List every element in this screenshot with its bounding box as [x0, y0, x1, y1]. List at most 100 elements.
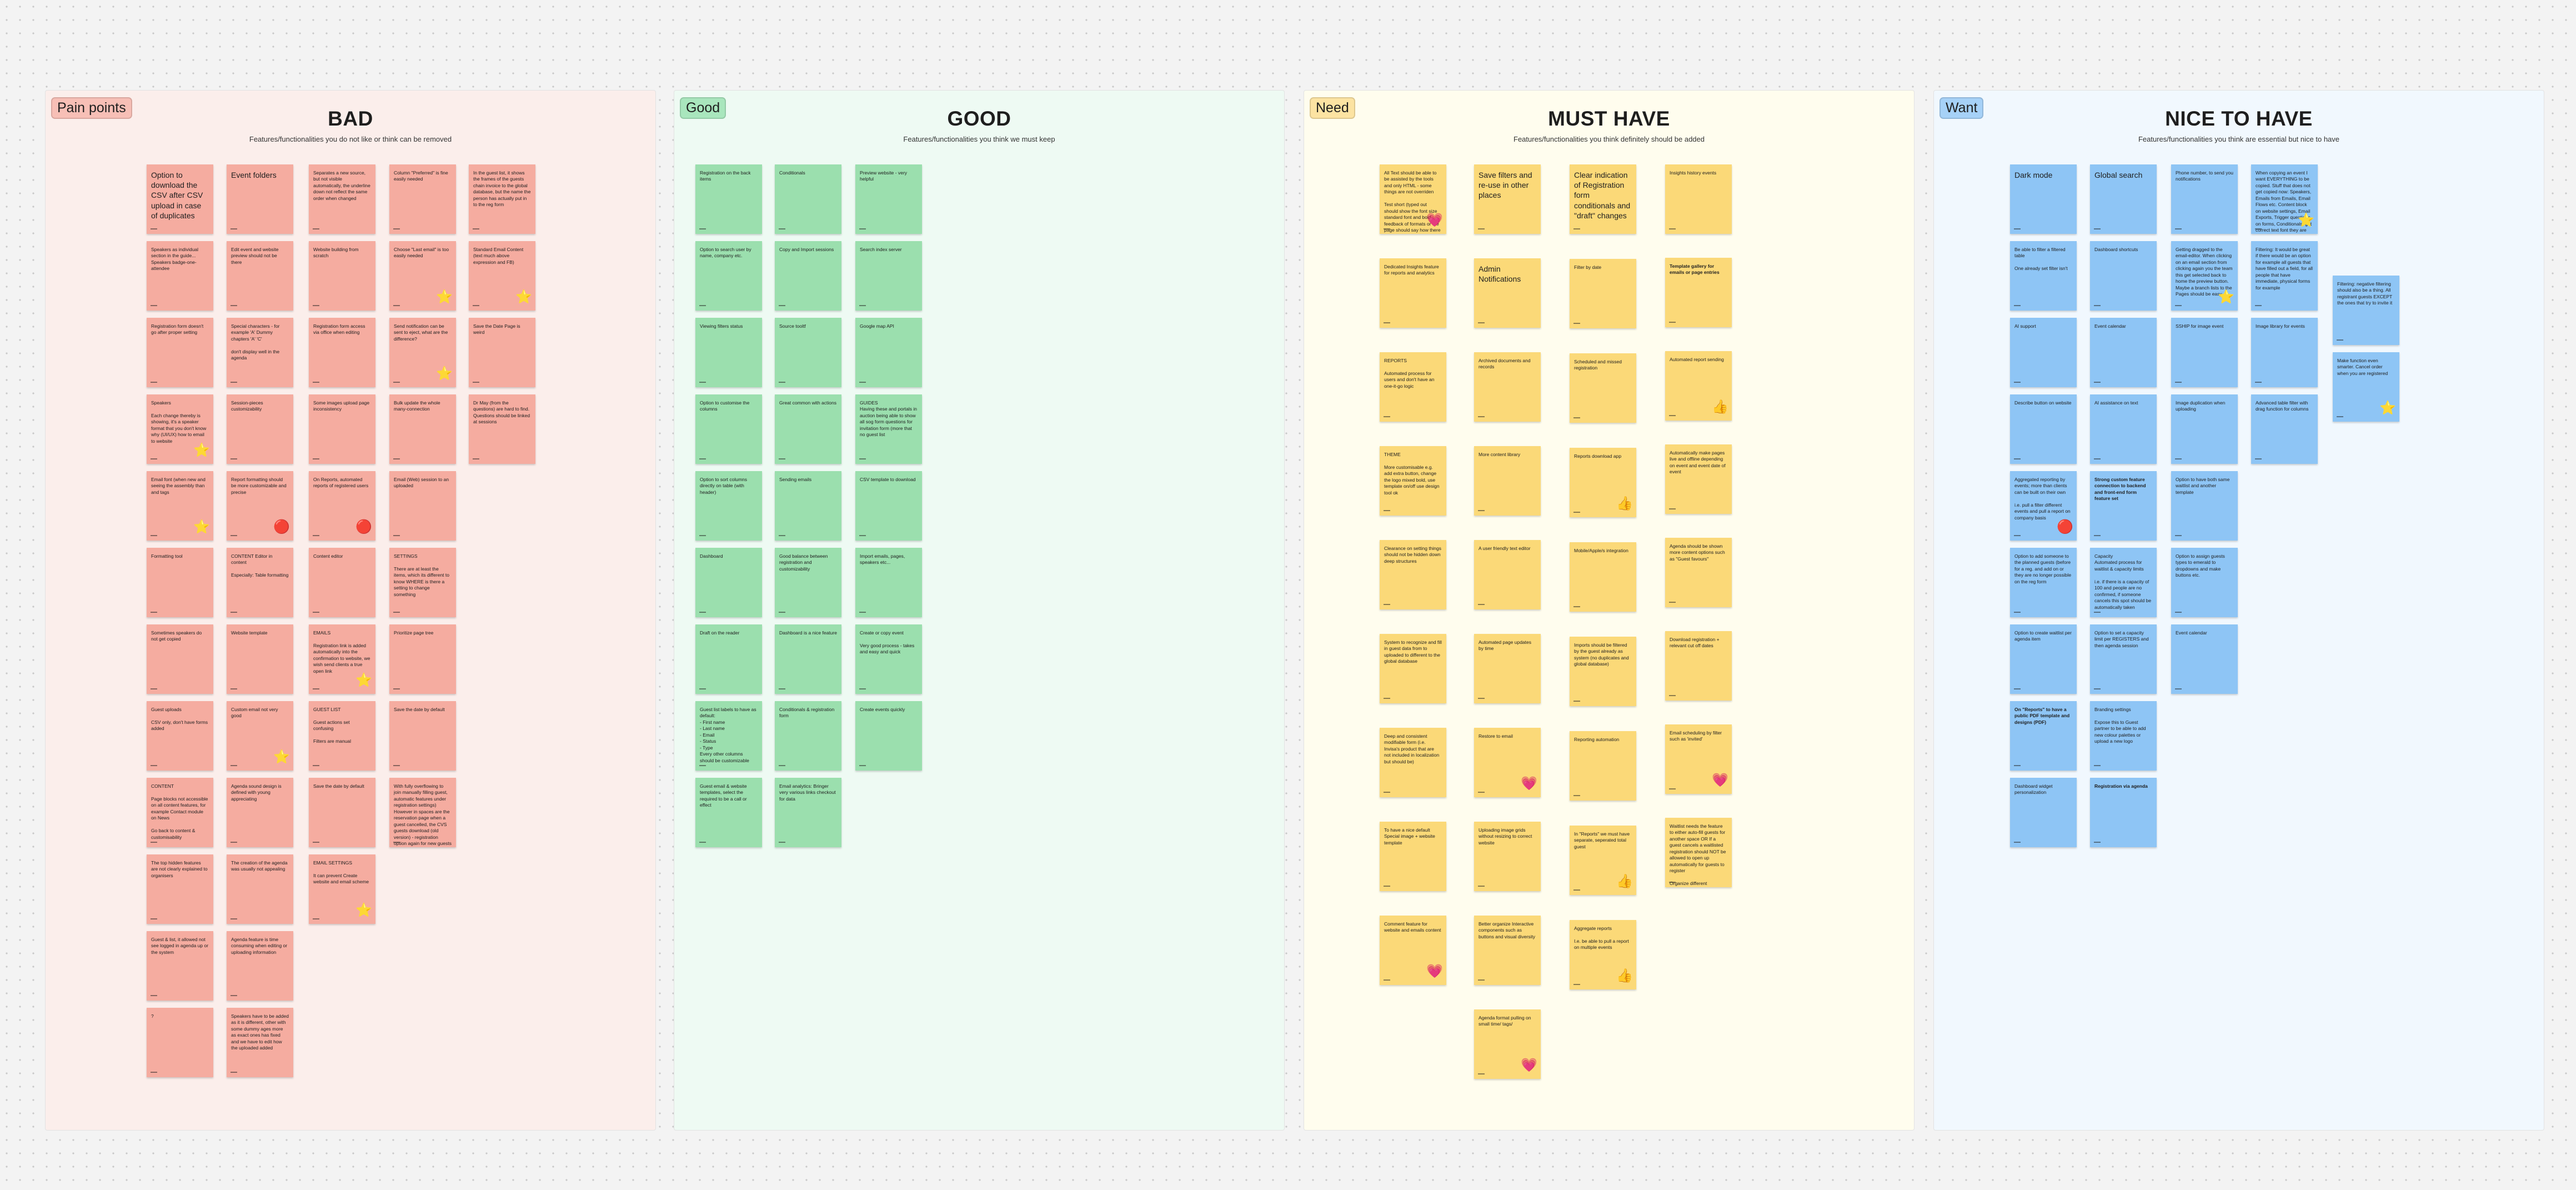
sticky-note[interactable]: REPORTS Automated process for users and …	[1380, 352, 1446, 422]
sticky-note[interactable]: Registration on the back items ▬▬	[695, 164, 762, 234]
sticky-note[interactable]: Phone number, to send you notifications ▬…	[2171, 164, 2238, 234]
sticky-note[interactable]: Separates a new source, but not visible …	[309, 164, 375, 234]
section-good[interactable]: Good GOOD Features/functionalities you thi…	[674, 90, 1285, 1131]
sticky-note[interactable]: Content editor ▬▬	[309, 548, 375, 617]
sticky-note[interactable]: Speakers Each change thereby is showing,…	[147, 394, 213, 464]
sticky-note[interactable]: Dr May (from the questions) are hard to …	[469, 394, 535, 464]
sticky-note[interactable]: Import emails, pages, speakers etc... ▬▬	[855, 548, 922, 617]
sticky-note[interactable]: Formatting tool ▬▬	[147, 548, 213, 617]
sticky-note[interactable]: Sending emails ▬▬	[775, 471, 841, 541]
sticky-note[interactable]: Option to sort columns directly on table…	[695, 471, 762, 541]
sticky-note[interactable]: GUIDES Having these and portals in aucti…	[855, 394, 922, 464]
sticky-note[interactable]: Standard Email Content (text much above …	[469, 241, 535, 311]
sticky-note[interactable]: Admin Notifications ▬▬	[1474, 258, 1541, 328]
sticky-note[interactable]: Email (Web) session to an uploaded ▬▬	[389, 471, 456, 541]
sticky-note[interactable]: ? ▬▬	[147, 1008, 213, 1077]
sticky-note[interactable]: Option to download the CSV after CSV upl…	[147, 164, 213, 234]
sticky-note[interactable]: Report formatting should be more customi…	[227, 471, 293, 541]
sticky-note[interactable]: Option to add someone to the planned gue…	[2010, 548, 2077, 617]
sticky-note[interactable]: Agenda feature is time consuming when ed…	[227, 931, 293, 1001]
sticky-note[interactable]: Copy and Import sessions ▬▬	[775, 241, 841, 311]
sticky-note[interactable]: Event calendar ▬▬	[2171, 624, 2238, 694]
sticky-note[interactable]: Search index server ▬▬	[855, 241, 922, 311]
sticky-note[interactable]: Reports download app ▬▬ 👍	[1570, 448, 1636, 517]
sticky-note[interactable]: Mobile/Apple/s integration ▬▬	[1570, 542, 1636, 612]
sticky-note[interactable]: Guest list labels to have as default: - …	[695, 701, 762, 771]
sticky-note[interactable]: THEME More customisable e.g. add extra b…	[1380, 446, 1446, 516]
sticky-note[interactable]: Email scheduling by filter such as 'invi…	[1665, 724, 1732, 794]
sticky-note[interactable]: Save the Date Page is weird ▬▬	[469, 318, 535, 387]
sticky-note[interactable]: In "Reports" we must have separate, sepe…	[1570, 826, 1636, 895]
sticky-note[interactable]: Download registration + relevant cut off…	[1665, 631, 1732, 701]
sticky-note[interactable]: Conditionals & registration form ▬▬	[775, 701, 841, 771]
sticky-note[interactable]: Aggregated reporting by events; more tha…	[2010, 471, 2077, 541]
sticky-note[interactable]: CONTENT Page blocks not accessible on al…	[147, 778, 213, 847]
sticky-note[interactable]: When copying an event I want EVERYTHING …	[2251, 164, 2318, 234]
sticky-note[interactable]: To have a nice default Special image + w…	[1380, 822, 1446, 891]
sticky-note[interactable]: Event folders ▬▬	[227, 164, 293, 234]
sticky-note[interactable]: Restore to email ▬▬ 💗	[1474, 728, 1541, 797]
sticky-note[interactable]: Prioritize page tree ▬▬	[389, 624, 456, 694]
sticky-note[interactable]: Dashboard ▬▬	[695, 548, 762, 617]
sticky-note[interactable]: More content library ▬▬	[1474, 446, 1541, 516]
sticky-note[interactable]: AI support ▬▬	[2010, 318, 2077, 387]
sticky-note[interactable]: Option to have both same waitlist and an…	[2171, 471, 2238, 541]
sticky-note[interactable]: Registration via agenda ▬▬	[2090, 778, 2157, 847]
sticky-note[interactable]: Save the date by default ▬▬	[389, 701, 456, 771]
sticky-note[interactable]: Preview website - very helpful ▬▬	[855, 164, 922, 234]
sticky-note[interactable]: Filtering: negative filtering should als…	[2333, 276, 2399, 345]
sticky-note[interactable]: Source tooltf ▬▬	[775, 318, 841, 387]
sticky-note[interactable]: Option to assign guests types to emerald…	[2171, 548, 2238, 617]
sticky-note[interactable]: Great common with actions ▬▬	[775, 394, 841, 464]
sticky-note[interactable]: Save filters and re-use in other places ▬…	[1474, 164, 1541, 234]
sticky-note[interactable]: Getting dragged to the email-editor. Whe…	[2171, 241, 2238, 311]
sticky-note[interactable]: Custom email not very good ▬▬ ⭐	[227, 701, 293, 771]
sticky-note[interactable]: Option to set a capacity limit per REGIS…	[2090, 624, 2157, 694]
sticky-note[interactable]: Email font (when new and seeing the asse…	[147, 471, 213, 541]
section-bad[interactable]: Pain points BAD Features/functionalities y…	[45, 90, 656, 1131]
sticky-note[interactable]: Insights history events ▬▬	[1665, 164, 1732, 234]
sticky-note[interactable]: The creation of the agenda was usually n…	[227, 854, 293, 924]
sticky-note[interactable]: Dashboard widget personalization ▬▬	[2010, 778, 2077, 847]
sticky-note[interactable]: Be able to filter a filtered table One a…	[2010, 241, 2077, 311]
sticky-note[interactable]: Agenda sound design is defined with youn…	[227, 778, 293, 847]
sticky-note[interactable]: Save the date by default ▬▬	[309, 778, 375, 847]
sticky-note[interactable]: Aggregate reports I.e. be able to pull a…	[1570, 920, 1636, 989]
sticky-note[interactable]: Branding settings Expose this to Guest p…	[2090, 701, 2157, 771]
sticky-note[interactable]: Guest uploads CSV only, don't have forms…	[147, 701, 213, 771]
section-label[interactable]: Good	[680, 97, 726, 119]
sticky-note[interactable]: The top hidden features are not clearly …	[147, 854, 213, 924]
sticky-note[interactable]: Website template ▬▬	[227, 624, 293, 694]
sticky-note[interactable]: Clearance on setting things should not b…	[1380, 540, 1446, 609]
sticky-note[interactable]: Sometimes speakers do not get copied ▬▬	[147, 624, 213, 694]
sticky-note[interactable]: On Reports, automated reports of registe…	[309, 471, 375, 541]
sticky-note[interactable]: System to recognize and fill in guest da…	[1380, 634, 1446, 703]
sticky-note[interactable]: Deep and consistent modifiable form (i.e…	[1380, 728, 1446, 797]
sticky-note[interactable]: In the guest list, it shows the frames o…	[469, 164, 535, 234]
sticky-note[interactable]: Draft on the reader ▬▬	[695, 624, 762, 694]
sticky-note[interactable]: Google map API ▬▬	[855, 318, 922, 387]
sticky-note[interactable]: Create events quickly ▬▬	[855, 701, 922, 771]
sticky-note[interactable]: Choose "Last email" is too easily needed…	[389, 241, 456, 311]
sticky-note[interactable]: Event calendar ▬▬	[2090, 318, 2157, 387]
sticky-note[interactable]: SSHIP for image event ▬▬	[2171, 318, 2238, 387]
sticky-note[interactable]: Image library for events ▬▬	[2251, 318, 2318, 387]
sticky-note[interactable]: Archived documents and records ▬▬	[1474, 352, 1541, 422]
sticky-note[interactable]: Comment feature for website and emails c…	[1380, 916, 1446, 985]
sticky-note[interactable]: Dashboard shortcuts ▬▬	[2090, 241, 2157, 311]
sticky-note[interactable]: Waitlist needs the feature to either aut…	[1665, 818, 1732, 887]
sticky-note[interactable]: With fully overflowing to join manually …	[389, 778, 456, 847]
sticky-note[interactable]: Scheduled and missed registration ▬▬	[1570, 353, 1636, 423]
sticky-note[interactable]: CONTENT Editor in content Especially: Ta…	[227, 548, 293, 617]
sticky-note[interactable]: Reporting automation ▬▬	[1570, 731, 1636, 801]
sticky-note[interactable]: Guest & list, it allowed not see logged …	[147, 931, 213, 1001]
sticky-note[interactable]: Column "Preferred" is fine easily needed…	[389, 164, 456, 234]
sticky-note[interactable]: Session-pieces customizability ▬▬	[227, 394, 293, 464]
sticky-note[interactable]: Guest email & website templates, select …	[695, 778, 762, 847]
section-label[interactable]: Need	[1310, 97, 1355, 119]
sticky-note[interactable]: Automated report sending ▬▬ 👍	[1665, 351, 1732, 421]
sticky-note[interactable]: Dedicated Insights feature for reports a…	[1380, 258, 1446, 328]
sticky-note[interactable]: SETTINGS There are at least the items, w…	[389, 548, 456, 617]
sticky-note[interactable]: Uploading image grids without resizing t…	[1474, 822, 1541, 891]
sticky-note[interactable]: Make function even smarter. Cancel order…	[2333, 352, 2399, 422]
